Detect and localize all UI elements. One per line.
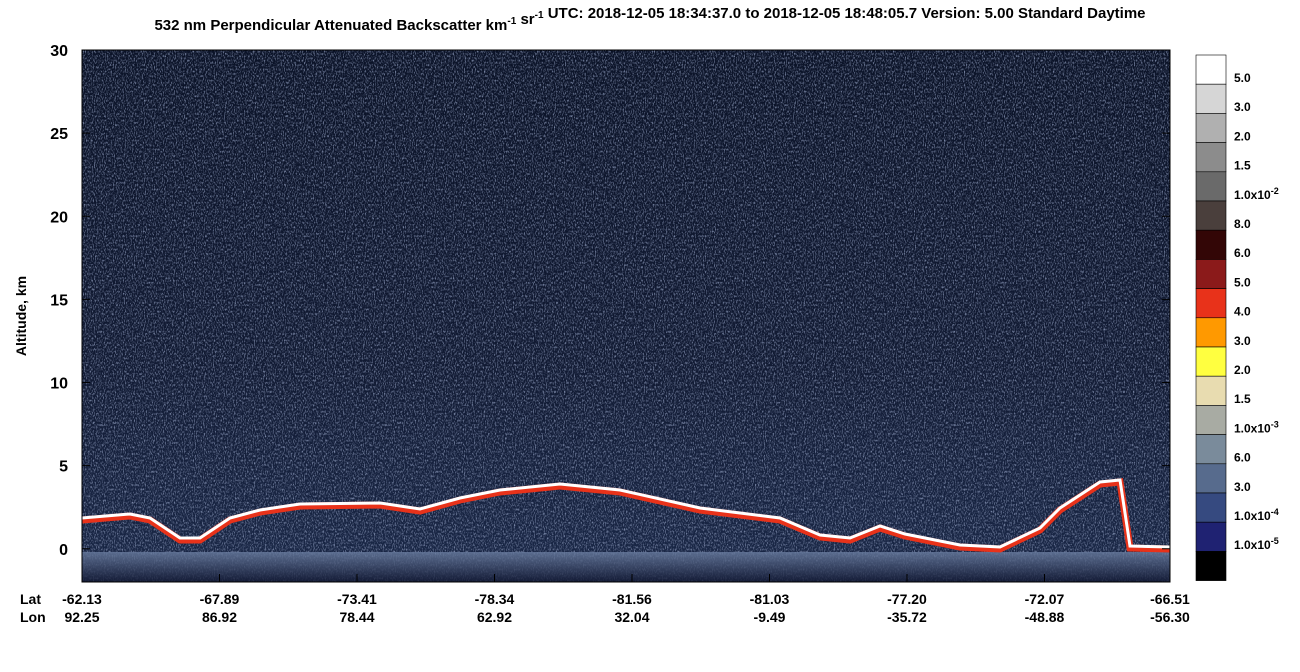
colorbar-label: 5.0 (1234, 275, 1251, 289)
y-axis-label: Altitude, km (13, 276, 29, 356)
lon-label: 32.04 (614, 609, 649, 625)
lon-label: 78.44 (339, 609, 374, 625)
lon-label: -56.30 (1150, 609, 1190, 625)
colorbar-label: 3.0 (1234, 480, 1251, 494)
surface-return-peak (81, 478, 1171, 549)
colorbar-label: 3.0 (1234, 334, 1251, 348)
lat-label: -66.51 (1150, 591, 1190, 607)
lat-label: -62.13 (62, 591, 102, 607)
lat-label: -72.07 (1025, 591, 1065, 607)
colorbar-box (1195, 375, 1227, 406)
y-tick-label: 25 (50, 126, 68, 143)
title-text: sr (516, 11, 535, 28)
y-tick-label: 5 (59, 459, 68, 476)
lat-row-label: Lat (20, 591, 41, 607)
lon-label: 86.92 (202, 609, 237, 625)
lat-label: -77.20 (887, 591, 927, 607)
colorbar-box (1195, 521, 1227, 552)
image-noise (82, 50, 1170, 582)
colorbar-label-base: 1.0x10 (1234, 421, 1271, 435)
colorbar-label: 5.0 (1234, 71, 1251, 85)
colorbar-box (1195, 142, 1227, 173)
colorbar-box (1195, 492, 1227, 523)
colorbar-label: 1.5 (1234, 159, 1251, 173)
colorbar-box (1195, 229, 1227, 260)
y-tick-label: 0 (59, 542, 68, 559)
colorbar-label-exponent: -4 (1271, 507, 1279, 517)
colorbar-box (1195, 171, 1227, 202)
colorbar-label-exponent: -5 (1271, 536, 1279, 546)
colorbar-box (1195, 200, 1227, 231)
lon-row-label: Lon (20, 609, 46, 625)
lat-label: -81.03 (750, 591, 790, 607)
colorbar-label: 4.0 (1234, 305, 1251, 319)
colorbar-label: 1.0x10-2 (1234, 186, 1279, 202)
colorbar-box (1195, 346, 1227, 377)
colorbar-box (1195, 463, 1227, 494)
colorbar-box (1195, 259, 1227, 289)
colorbar-box (1195, 54, 1227, 85)
colorbar-box (1195, 434, 1227, 465)
colorbar-label: 1.0x10-4 (1234, 507, 1279, 523)
lat-label: -78.34 (475, 591, 515, 607)
colorbar-label: 1.0x10-5 (1234, 536, 1279, 552)
lat-label: -73.41 (337, 591, 377, 607)
lon-label: -48.88 (1025, 609, 1065, 625)
subsurface (82, 552, 1170, 582)
backscatter-image (81, 49, 1171, 583)
colorbar-label-exponent: -3 (1271, 419, 1279, 429)
colorbar-label-exponent: -2 (1271, 186, 1279, 196)
title-text: UTC: 2018-12-05 18:34:37.0 to 2018-12-05… (544, 5, 1146, 22)
colorbar-label: 8.0 (1234, 217, 1251, 231)
plot-frame (81, 49, 1171, 583)
colorbar-box (1195, 83, 1227, 114)
colorbar-box (1195, 551, 1227, 581)
colorbar-box (1195, 288, 1227, 319)
lon-label: 92.25 (64, 609, 99, 625)
colorbar-box (1195, 317, 1227, 348)
colorbar-label: 2.0 (1234, 363, 1251, 377)
y-tick-label: 15 (50, 292, 68, 309)
y-tick-label: 30 (50, 43, 68, 60)
lon-label: 62.92 (477, 609, 512, 625)
title-superscript: -1 (535, 10, 544, 21)
colorbar-label: 6.0 (1234, 246, 1251, 260)
colorbar-label-base: 1.0x10 (1234, 509, 1271, 523)
y-tick-label: 20 (50, 209, 68, 226)
colorbar-label-base: 1.0x10 (1234, 188, 1271, 202)
y-tick-label: 10 (50, 376, 68, 393)
lat-label: -67.89 (200, 591, 240, 607)
colorbar-box (1195, 113, 1227, 143)
lon-label: -9.49 (754, 609, 786, 625)
colorbar-label: 2.0 (1234, 129, 1251, 143)
colorbar-label-base: 1.0x10 (1234, 538, 1271, 552)
colorbar-box (1195, 405, 1227, 435)
lon-label: -35.72 (887, 609, 927, 625)
title-superscript: -1 (507, 16, 516, 27)
colorbar-label: 1.5 (1234, 392, 1251, 406)
colorbar-label: 3.0 (1234, 100, 1251, 114)
colorbar-label: 6.0 (1234, 451, 1251, 465)
lat-label: -81.56 (612, 591, 652, 607)
title-text: 532 nm Perpendicular Attenuated Backscat… (154, 17, 507, 34)
chart-title: 532 nm Perpendicular Attenuated Backscat… (154, 5, 1145, 34)
colorbar-label: 1.0x10-3 (1234, 419, 1279, 435)
